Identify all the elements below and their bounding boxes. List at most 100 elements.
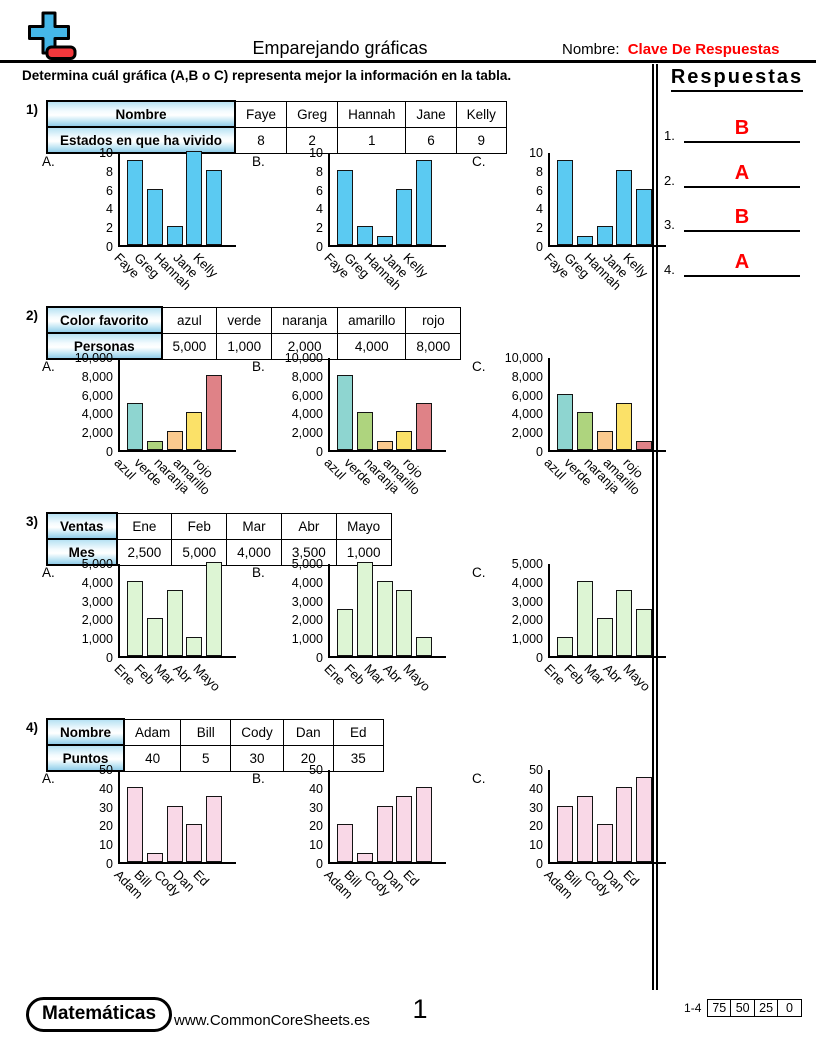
y-axis-ticks: 0 2,000 4,000 6,000 8,000 10,000: [66, 351, 118, 459]
problem-4-number: 4): [26, 720, 39, 735]
bar-Hannah: [166, 226, 183, 245]
y-tick-label: 4,000: [291, 575, 323, 590]
y-tick-label: 40: [529, 781, 543, 796]
bar-Adam: [336, 824, 353, 862]
bar-chart-1C: C. 0 2 4 6 8 10 Faye Greg Hannah Jane Kelly: [472, 146, 666, 305]
table-cell-value: 2,500: [116, 538, 173, 566]
y-tick-label: 20: [99, 819, 113, 834]
y-tick-label: 30: [99, 800, 113, 815]
y-tick-label: 0: [316, 857, 323, 871]
y-tick-label: 0: [536, 240, 543, 254]
bar-Greg: [356, 226, 373, 245]
y-tick-label: 4,000: [291, 407, 323, 422]
table-column-header: Faye: [234, 100, 288, 128]
x-axis-labels: Faye Greg Hannah Jane Kelly: [321, 247, 440, 305]
bar-Kelly: [206, 170, 223, 245]
score-cell: 50: [730, 999, 756, 1017]
plot-area: [548, 153, 666, 248]
table-cell-value: 5,000: [161, 332, 218, 360]
table-column-header: rojo: [405, 306, 462, 334]
y-tick-label: 2,000: [291, 613, 323, 628]
bar-chart-2A: A. 0 2,000 4,000 6,000 8,000 10,000 azul verde…: [42, 351, 236, 510]
bar-Feb: [356, 562, 373, 656]
chart-letter: A.: [42, 565, 55, 580]
bar-chart-4C: C. 0 10 20 30 40 50 Adam Bill Cody Dan Ed: [472, 763, 666, 922]
answers-heading: Respuestas: [664, 66, 810, 92]
bar-Mayo: [636, 609, 653, 656]
y-tick-label: 40: [99, 781, 113, 796]
y-tick-label: 4,000: [81, 575, 113, 590]
plot-area: [328, 358, 446, 453]
bar-chart-4A: A. 0 10 20 30 40 50 Adam Bill Cody Dan Ed: [42, 763, 236, 922]
y-axis-ticks: 0 1,000 2,000 3,000 4,000 5,000: [276, 557, 328, 665]
page-number: 1: [412, 994, 428, 1024]
y-tick-label: 4: [536, 202, 543, 217]
y-tick-label: 5,000: [81, 557, 113, 571]
y-tick-label: 0: [316, 651, 323, 665]
y-tick-label: 2: [106, 221, 113, 236]
table-cell-value: 35: [332, 744, 384, 772]
bar-Ed: [206, 796, 223, 862]
score-cell: 0: [777, 999, 802, 1017]
bar-chart-4B: B. 0 10 20 30 40 50 Adam Bill Cody Dan Ed: [252, 763, 446, 922]
bar-naranja: [376, 441, 393, 450]
y-tick-label: 4: [106, 202, 113, 217]
website-url: www.CommonCoreSheets.es: [174, 1012, 370, 1029]
bar-Hannah: [596, 226, 613, 245]
answer-number: 3.: [664, 217, 675, 232]
bar-chart-1A: A. 0 2 4 6 8 10 Faye Greg Hannah Jane Kelly: [42, 146, 236, 305]
chart-letter: C.: [472, 359, 486, 374]
problem-3-data-table: Ventas Ene Feb Mar Abr Mayo Mes 2,500 5,000 4,00…: [46, 512, 392, 566]
y-tick-label: 0: [106, 445, 113, 459]
table-row-label: Mes: [46, 538, 118, 566]
bar-Cody: [596, 824, 613, 862]
chart-letter: B.: [252, 154, 265, 169]
y-tick-label: 3,000: [511, 594, 543, 609]
bar-verde: [146, 441, 163, 450]
x-axis-labels: Ene Feb Mar Abr Mayo: [321, 658, 440, 716]
plot-area: [548, 564, 666, 659]
y-tick-label: 0: [106, 651, 113, 665]
bar-Cody: [166, 806, 183, 862]
answer-item-4: 4. A: [662, 247, 804, 277]
table-cell-value: 4,000: [226, 538, 282, 566]
x-tick-label: Kelly: [400, 250, 432, 281]
bar-amarillo: [396, 431, 413, 450]
table-cell-value: 40: [123, 744, 182, 772]
table-column-header: Greg: [286, 100, 339, 128]
y-tick-label: 1,000: [291, 632, 323, 647]
bar-Mar: [596, 618, 613, 656]
y-tick-label: 50: [309, 763, 323, 777]
table-column-header: Cody: [230, 718, 284, 746]
bar-chart-3C: C. 0 1,000 2,000 3,000 4,000 5,000 Ene Feb Mar A…: [472, 557, 666, 716]
y-tick-label: 0: [536, 857, 543, 871]
bar-verde: [576, 412, 593, 450]
y-tick-label: 8: [106, 164, 113, 179]
bar-Ene: [556, 637, 573, 656]
chart-letter: A.: [42, 359, 55, 374]
table-cell-value: 1,000: [335, 538, 392, 566]
bar-Adam: [126, 787, 143, 862]
bar-Mayo: [206, 562, 223, 656]
y-tick-label: 10: [99, 146, 113, 160]
y-tick-label: 2,000: [81, 613, 113, 628]
plus-minus-logo-icon: [22, 10, 78, 67]
bar-Faye: [556, 160, 573, 245]
y-tick-label: 3,000: [81, 594, 113, 609]
y-tick-label: 2,000: [291, 426, 323, 441]
answer-item-1: 1. B: [662, 113, 804, 143]
bar-chart-2B: B. 0 2,000 4,000 6,000 8,000 10,000 azul verde…: [252, 351, 446, 510]
bar-Adam: [556, 806, 573, 862]
y-tick-label: 6,000: [511, 388, 543, 403]
y-tick-label: 50: [529, 763, 543, 777]
bar-chart-3B: B. 0 1,000 2,000 3,000 4,000 5,000 Ene Feb Mar A…: [252, 557, 446, 716]
answer-value: B: [734, 206, 750, 228]
bar-Mar: [376, 581, 393, 656]
x-axis-labels: azul verde naranja amarillo rojo: [541, 452, 660, 510]
answer-value: A: [734, 162, 750, 184]
table-row-label: Ventas: [46, 512, 118, 540]
y-tick-label: 10: [309, 838, 323, 853]
table-cell-value: 1: [337, 126, 407, 154]
bar-Bill: [146, 853, 163, 862]
